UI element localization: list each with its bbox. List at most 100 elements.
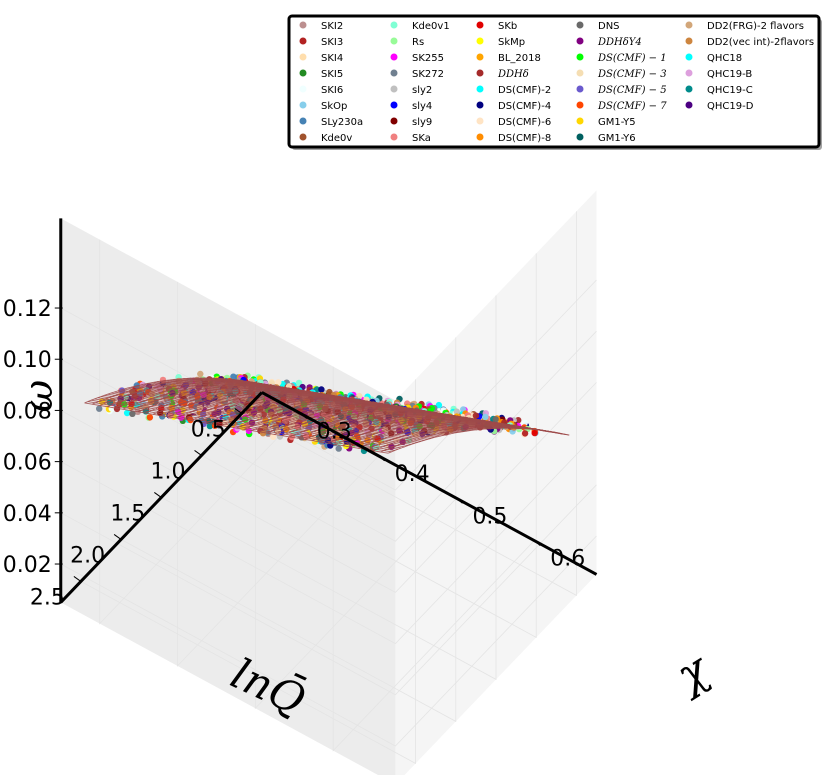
data-point (318, 386, 325, 393)
chi-tick-label: 0.4 (395, 462, 430, 487)
legend-marker (390, 101, 398, 109)
surface-line-chi (266, 407, 448, 434)
surface-line-chi (388, 427, 570, 454)
surface-line-chi (160, 390, 342, 416)
legend-entry-label: Rs (412, 37, 424, 48)
data-point (123, 409, 131, 417)
legend-marker (476, 101, 484, 109)
legend-marker (576, 69, 584, 77)
surface-line-chi (107, 381, 289, 408)
legend-entry-label: DS(CMF)-2 (498, 85, 551, 96)
surface-line-chi (236, 402, 418, 429)
legend-marker (685, 69, 693, 77)
data-point (293, 423, 300, 430)
data-point (96, 405, 103, 412)
chi-tick-label: 0.5 (472, 504, 507, 529)
chi-tick-mark (533, 540, 541, 546)
surface-line-chi (92, 378, 274, 405)
tick-labels: 0.020.040.060.080.100.120.51.01.52.02.50… (3, 297, 585, 610)
legend-entry-label: SKI4 (321, 53, 343, 64)
legend-entry-label: SKI3 (321, 37, 343, 48)
grid-line-lnq (120, 337, 457, 723)
lnq-tick-label: 0.5 (191, 417, 226, 442)
data-point (259, 430, 267, 437)
data-point (492, 416, 499, 423)
legend-entry-label: SKI5 (321, 69, 343, 80)
legend-entry-label: SK272 (412, 69, 444, 80)
surface-line-chi (334, 418, 517, 445)
legend-marker (299, 21, 307, 29)
data-point (230, 373, 237, 380)
chi-tick-label: 0.6 (550, 547, 585, 572)
chi-tick-mark (300, 413, 308, 419)
legend-entry-label: SK255 (412, 53, 444, 64)
legend-entry-label: SKI2 (321, 21, 343, 32)
legend-entry-label: sly2 (412, 85, 432, 96)
z-tick-label: 0.12 (3, 297, 52, 322)
grid-line-z (60, 484, 597, 696)
legend-marker (299, 53, 307, 61)
z-tick-label: 0.06 (3, 451, 52, 476)
legend-entry-label: DS(CMF) − 5 (597, 85, 667, 96)
grid-line-z (60, 279, 597, 491)
legend-marker (685, 37, 693, 45)
chi-axis-label: χ (665, 643, 719, 703)
surface-line-chi (137, 386, 319, 413)
legend: SKI2 SKI3 SKI4 SKI5 SKI6 SkOp SLy230a Kde0v Kde0… (287, 14, 822, 150)
z-axis-label: ω (16, 380, 62, 413)
lnq-tick-mark (73, 576, 82, 582)
legend-box (287, 14, 821, 149)
surface-line-chi (289, 411, 471, 438)
legend-marker (576, 117, 584, 125)
legend-entry-label: GM1-Y5 (598, 117, 636, 128)
surface-line-chi (251, 405, 433, 432)
legend-marker (390, 53, 398, 61)
legend-marker (576, 21, 584, 29)
chi-tick-mark (456, 497, 463, 504)
legend-entry-label: SKI6 (321, 85, 343, 96)
data-point (482, 413, 489, 421)
lnq-tick-mark (154, 492, 162, 498)
data-point (113, 405, 121, 413)
z-tick-label: 0.04 (3, 502, 52, 527)
z-tick-label: 0.10 (3, 348, 52, 373)
surface-line-chi (312, 415, 494, 442)
lnq-tick-label: 2.0 (70, 543, 105, 568)
legend-marker (390, 37, 398, 45)
legend-entry-label: QHC18 (707, 53, 742, 64)
legend-entry-label: DS(CMF)-8 (498, 133, 551, 144)
surface-line-chi (350, 421, 532, 448)
surface-line-chi (281, 410, 463, 437)
legend-marker (299, 101, 307, 109)
surface-line-chi (304, 413, 486, 440)
grid-line-lnq (80, 379, 416, 765)
legend-entry-label: DDHδY4 (597, 37, 642, 48)
legend-marker (685, 53, 693, 61)
data-point (472, 412, 480, 419)
legend-marker (390, 69, 398, 77)
surface-line-chi (122, 383, 304, 410)
legend-entry-label: DNS (598, 21, 620, 32)
legend-entry-label: sly9 (412, 117, 432, 128)
grid-line-lnq (241, 211, 577, 597)
legend-marker (299, 133, 307, 141)
chi-tick-mark (378, 455, 385, 462)
lnq-tick-mark (194, 450, 202, 456)
surface-line-chi (372, 425, 555, 452)
data-point (270, 433, 277, 440)
legend-entry-label: DD2(vec int)-2flavors (707, 37, 814, 48)
axis-panes (60, 190, 597, 775)
legend-marker (576, 37, 584, 45)
surface-line-chi (365, 423, 547, 450)
legend-marker (476, 53, 484, 61)
data-point (129, 410, 136, 417)
legend-marker (576, 53, 584, 61)
surface-line-chi (342, 420, 524, 447)
data-point (335, 445, 342, 452)
grid-line-z (60, 433, 597, 645)
legend-marker (390, 85, 398, 93)
grid-line-chi (332, 366, 535, 752)
legend-marker (299, 37, 307, 45)
legend-entry-label: SLy230a (321, 117, 363, 128)
